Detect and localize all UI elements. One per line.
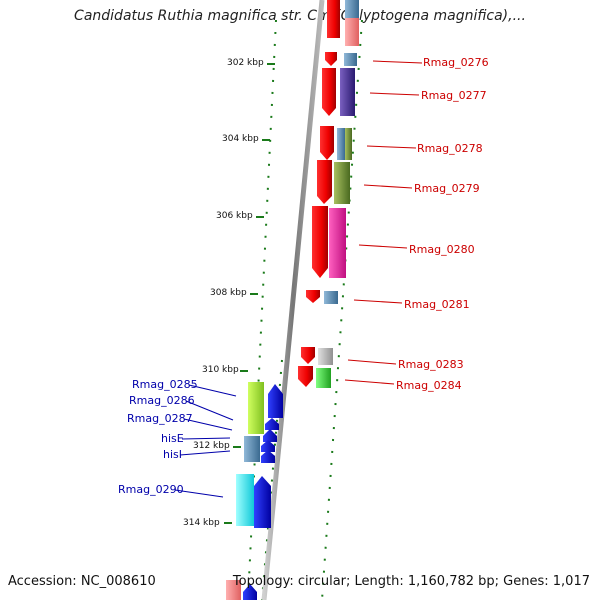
label-rmag-0285[interactable]: Rmag_0285 [132, 378, 198, 391]
label-rmag-0280[interactable]: Rmag_0280 [409, 243, 475, 256]
label-his-e[interactable]: hisE [161, 432, 184, 445]
gene-red-long-3[interactable] [317, 160, 332, 204]
gene-rmag-0290[interactable] [236, 474, 254, 526]
gene-pink-bottom[interactable] [226, 580, 241, 600]
label-his-i[interactable]: hisI [163, 448, 182, 461]
gene-red-top[interactable] [327, 0, 340, 38]
gene-rmag-0283[interactable] [318, 348, 333, 365]
gene-blue-1[interactable] [268, 384, 283, 418]
map-title: Candidatus Ruthia magnifica str. Cm (Cal… [74, 8, 526, 24]
tick-label-304: 304 kbp [222, 134, 259, 144]
label-rmag-0279[interactable]: Rmag_0279 [414, 182, 480, 195]
gene-red-long-2[interactable] [320, 126, 334, 160]
label-rmag-0276[interactable]: Rmag_0276 [423, 56, 489, 69]
gene-red-small-3[interactable] [301, 347, 315, 364]
label-rmag-0281[interactable]: Rmag_0281 [404, 298, 470, 311]
gene-rmag-0281[interactable] [324, 291, 338, 304]
forward-gene-labels: Rmag_0276 Rmag_0277 Rmag_0278 Rmag_0279 … [344, 56, 489, 392]
tick-302: 302 kbp [227, 58, 275, 68]
label-rmag-0286[interactable]: Rmag_0286 [129, 394, 195, 407]
gene-blue-4[interactable] [261, 440, 275, 452]
tick-310: 310 kbp [202, 365, 248, 375]
label-rmag-0284[interactable]: Rmag_0284 [396, 379, 462, 392]
tick-314: 314 kbp [183, 518, 232, 528]
tick-label-314: 314 kbp [183, 518, 220, 528]
topology-text: Topology: circular; Length: 1,160,782 bp… [232, 574, 590, 589]
gene-rmag-0280[interactable] [329, 208, 346, 278]
reverse-gene-labels: Rmag_0285 Rmag_0286 Rmag_0287 hisE hisI … [118, 378, 237, 498]
gene-blue-6[interactable] [254, 476, 271, 528]
gene-rmag-0279[interactable] [334, 162, 350, 204]
gene-rmag-0276[interactable] [344, 53, 357, 66]
label-rmag-0283[interactable]: Rmag_0283 [398, 358, 464, 371]
inner-dotted-scale [261, 359, 283, 600]
left-dotted-scale [247, 19, 277, 600]
tick-label-310: 310 kbp [202, 365, 239, 375]
gene-blue-3[interactable] [263, 429, 277, 442]
gene-red-small-4[interactable] [298, 366, 313, 387]
gene-rmag-0285[interactable] [248, 382, 264, 434]
gene-rmag-0278[interactable] [345, 128, 352, 160]
gene-blue-2[interactable] [265, 418, 279, 430]
gene-blue-bottom[interactable] [243, 584, 257, 600]
label-rmag-0278[interactable]: Rmag_0278 [417, 142, 483, 155]
tick-308: 308 kbp [210, 288, 258, 298]
reverse-gene-track [226, 382, 283, 600]
backbone [261, 0, 325, 600]
tick-304: 304 kbp [222, 134, 270, 144]
accession-text: Accession: NC_008610 [8, 574, 156, 589]
tick-label-312: 312 kbp [193, 441, 230, 451]
right-dotted-scale [321, 19, 363, 600]
gene-red-long-1[interactable] [322, 68, 336, 116]
gene-red-small-2[interactable] [306, 290, 320, 303]
gene-his-e-bar[interactable] [244, 436, 260, 462]
gene-steel-mid[interactable] [337, 128, 345, 160]
tick-label-308: 308 kbp [210, 288, 247, 298]
tick-label-306: 306 kbp [216, 211, 253, 221]
forward-gene-track [298, 0, 359, 388]
tick-306: 306 kbp [216, 211, 264, 221]
label-rmag-0287[interactable]: Rmag_0287 [127, 412, 193, 425]
gene-rmag-0277[interactable] [340, 68, 355, 116]
tick-label-302: 302 kbp [227, 58, 264, 68]
gene-blue-5[interactable] [261, 450, 275, 463]
gene-red-long-4[interactable] [312, 206, 328, 278]
tick-312: 312 kbp [193, 441, 241, 451]
gene-red-small[interactable] [325, 52, 337, 66]
gene-steel-top[interactable] [345, 0, 359, 18]
gene-rmag-0284[interactable] [316, 368, 331, 388]
label-rmag-0290[interactable]: Rmag_0290 [118, 483, 184, 496]
label-rmag-0277[interactable]: Rmag_0277 [421, 89, 487, 102]
